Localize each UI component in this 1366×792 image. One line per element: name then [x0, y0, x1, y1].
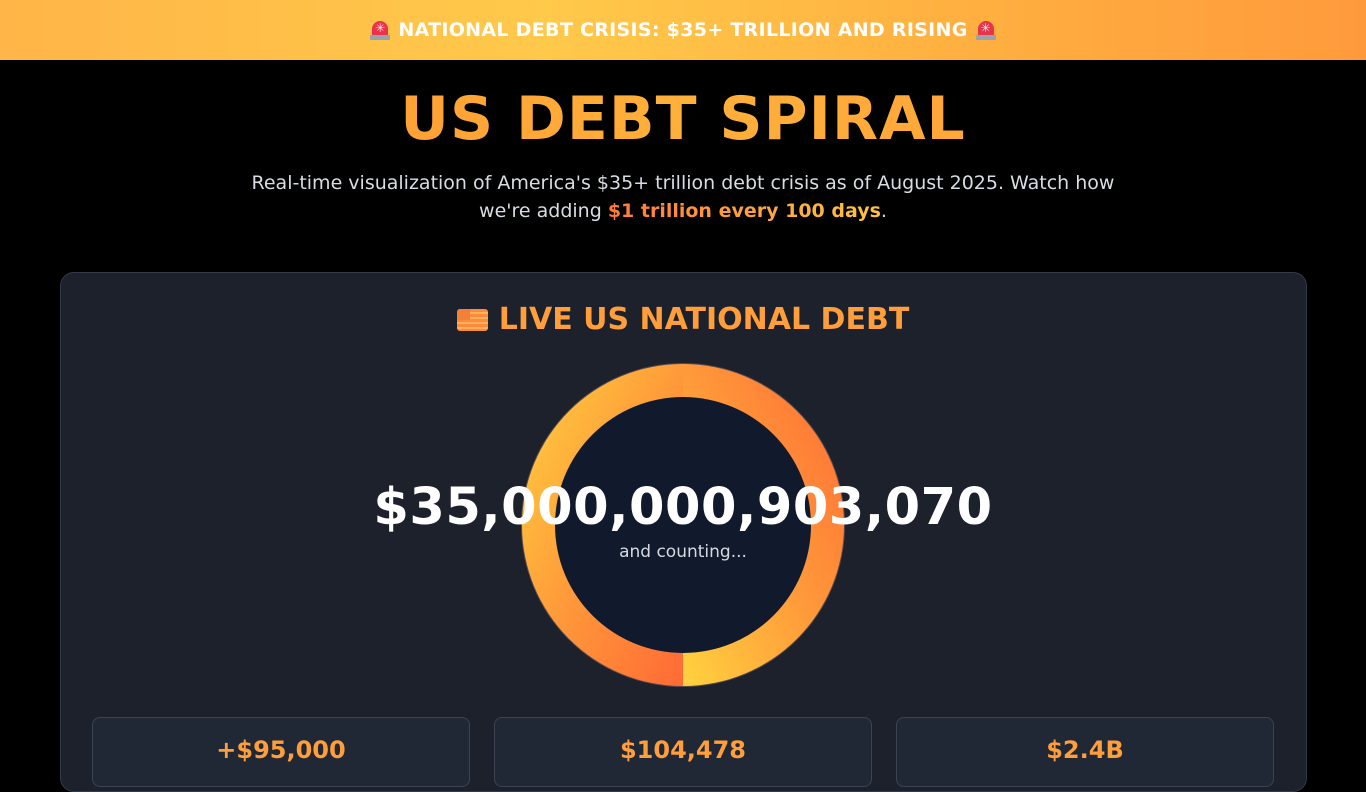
debt-amount: $35,000,000,903,070: [373, 478, 993, 537]
alert-banner-text: NATIONAL DEBT CRISIS: $35+ TRILLION AND …: [398, 19, 968, 41]
siren-icon: ✳: [370, 20, 391, 40]
stat-value: +$95,000: [216, 736, 346, 764]
subtitle-text: Real-time visualization of America's $35…: [251, 172, 1115, 222]
subtitle-highlight: $1 trillion every 100 days: [607, 200, 881, 222]
stat-card-daily-increase: +$95,000: [92, 717, 470, 787]
stat-value: $104,478: [619, 736, 746, 764]
stat-card-interest: $2.4B: [896, 717, 1274, 787]
subtitle-end: .: [880, 200, 887, 222]
alert-banner: ✳ NATIONAL DEBT CRISIS: $35+ TRILLION AN…: [0, 0, 1366, 60]
gauge-center: [555, 397, 811, 653]
page-subtitle: Real-time visualization of America's $35…: [240, 169, 1126, 225]
page-title: US DEBT SPIRAL: [0, 84, 1366, 154]
stat-value: $2.4B: [1046, 736, 1124, 764]
panel-title-text: LIVE US NATIONAL DEBT: [498, 302, 910, 337]
us-flag-icon: [456, 308, 488, 331]
siren-icon: ✳: [975, 20, 996, 40]
debt-ring-gauge: [521, 363, 845, 687]
debt-counting-caption: and counting...: [619, 542, 747, 562]
panel-title: LIVE US NATIONAL DEBT: [0, 302, 1366, 337]
stat-card-debt-per-citizen: $104,478: [494, 717, 872, 787]
